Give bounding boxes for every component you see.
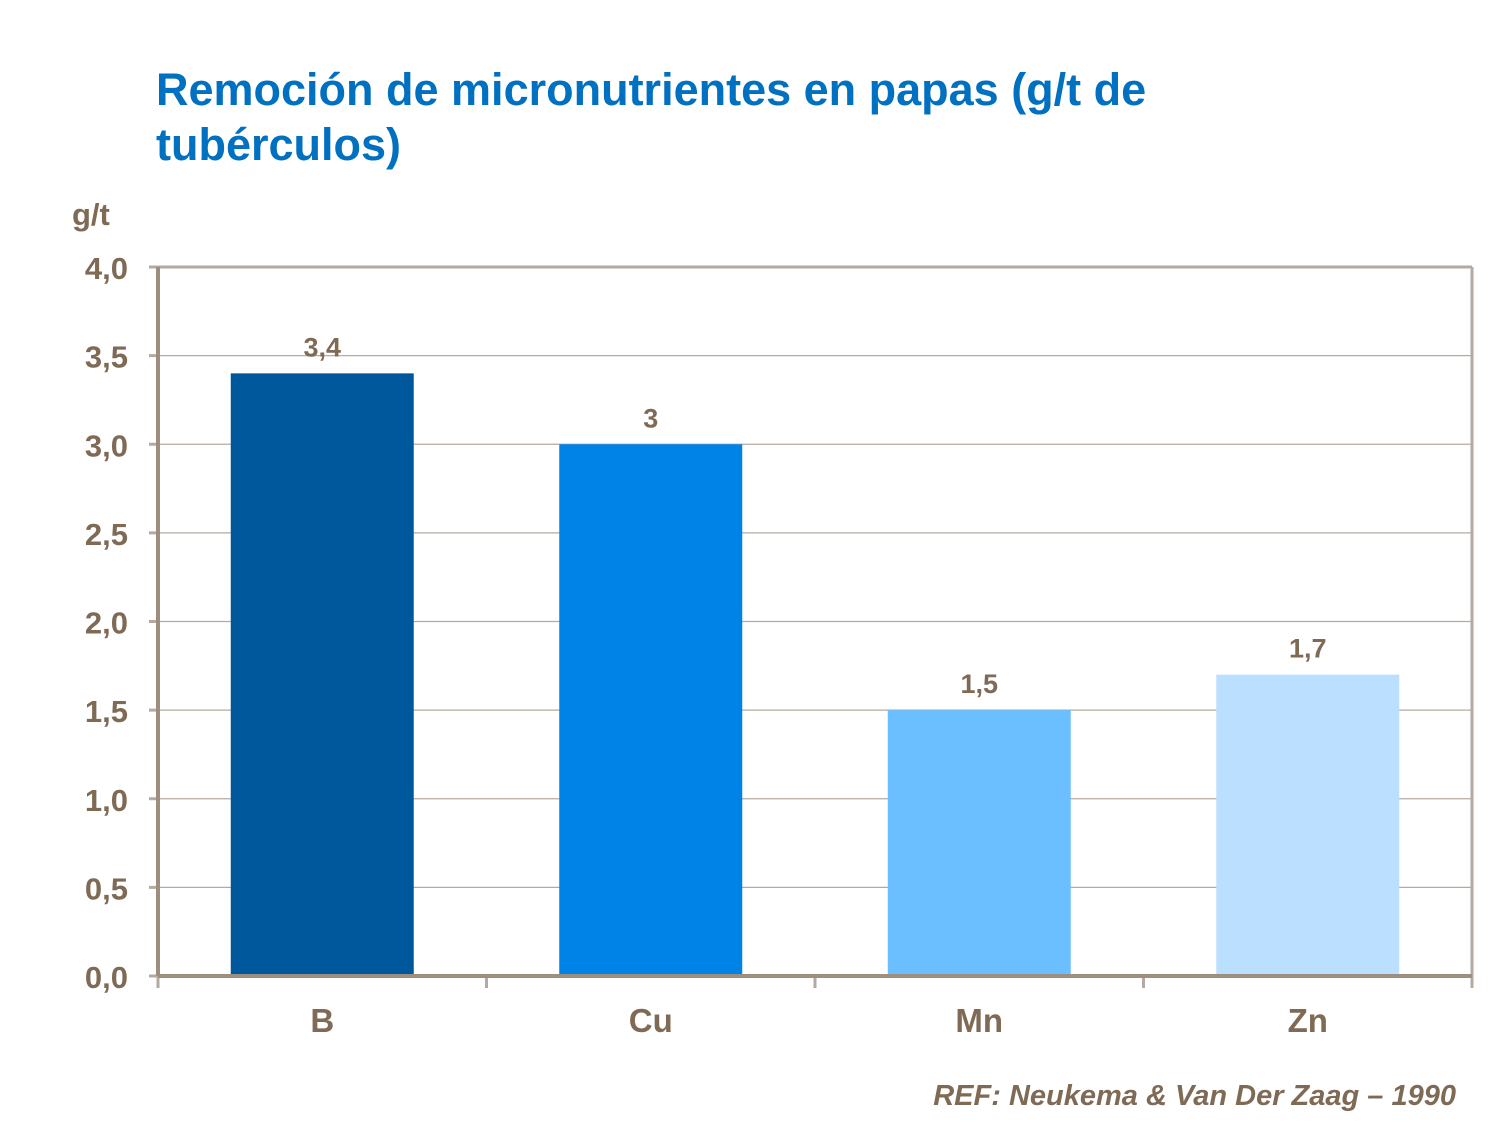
y-tick-label: 0,0 bbox=[85, 960, 128, 995]
data-label: 1,5 bbox=[960, 669, 998, 699]
chart-title: Remoción de micronutrientes en papas (g/… bbox=[156, 64, 1147, 170]
data-label: 1,7 bbox=[1289, 634, 1327, 664]
y-tick-label: 2,5 bbox=[85, 517, 128, 552]
data-label: 3,4 bbox=[303, 332, 341, 362]
x-tick-label: B bbox=[310, 1002, 334, 1039]
data-label: 3 bbox=[643, 403, 658, 433]
x-tick-label: Mn bbox=[955, 1002, 1003, 1039]
bar-zn bbox=[1216, 674, 1400, 976]
reference-note: REF: Neukema & Van Der Zaag – 1990 bbox=[933, 1080, 1456, 1112]
y-tick-label: 2,0 bbox=[85, 606, 128, 641]
y-tick-label: 3,0 bbox=[85, 428, 128, 463]
y-tick-label: 0,5 bbox=[85, 871, 128, 906]
bar-cu bbox=[559, 444, 743, 976]
y-tick-label: 1,5 bbox=[85, 694, 128, 729]
y-axis-label: g/t bbox=[72, 197, 110, 232]
bar-mn bbox=[887, 710, 1071, 976]
x-tick-label: Cu bbox=[629, 1002, 673, 1039]
y-tick-label: 1,0 bbox=[85, 783, 128, 818]
bar-b bbox=[230, 373, 414, 977]
y-tick-label: 3,5 bbox=[85, 340, 128, 375]
y-tick-label: 4,0 bbox=[85, 251, 128, 286]
x-tick-label: Zn bbox=[1288, 1002, 1328, 1039]
